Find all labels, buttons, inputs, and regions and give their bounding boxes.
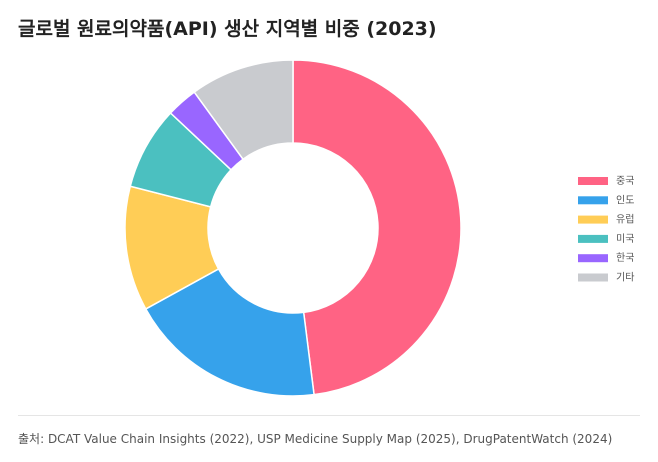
legend-label: 미국: [616, 233, 634, 245]
legend-swatch: [578, 273, 608, 282]
legend-swatch: [578, 196, 608, 205]
legend-label: 인도: [616, 194, 634, 206]
divider: [18, 415, 640, 416]
legend-label: 중국: [616, 175, 634, 187]
donut-slice: [292, 59, 462, 396]
legend-label: 기타: [616, 272, 634, 284]
legend-swatch: [578, 234, 608, 243]
donut-slice: [193, 59, 294, 161]
legend-label: 한국: [616, 252, 634, 264]
donut-slice: [144, 267, 315, 397]
legend-swatch: [578, 215, 608, 224]
source-note: 출처: DCAT Value Chain Insights (2022), US…: [18, 432, 613, 446]
chart-title: 글로벌 원료의약품(API) 생산 지역별 비중 (2023): [18, 18, 437, 40]
legend-swatch: [578, 254, 608, 263]
legend-swatch: [578, 177, 608, 185]
legend-label: 유럽: [616, 214, 634, 226]
